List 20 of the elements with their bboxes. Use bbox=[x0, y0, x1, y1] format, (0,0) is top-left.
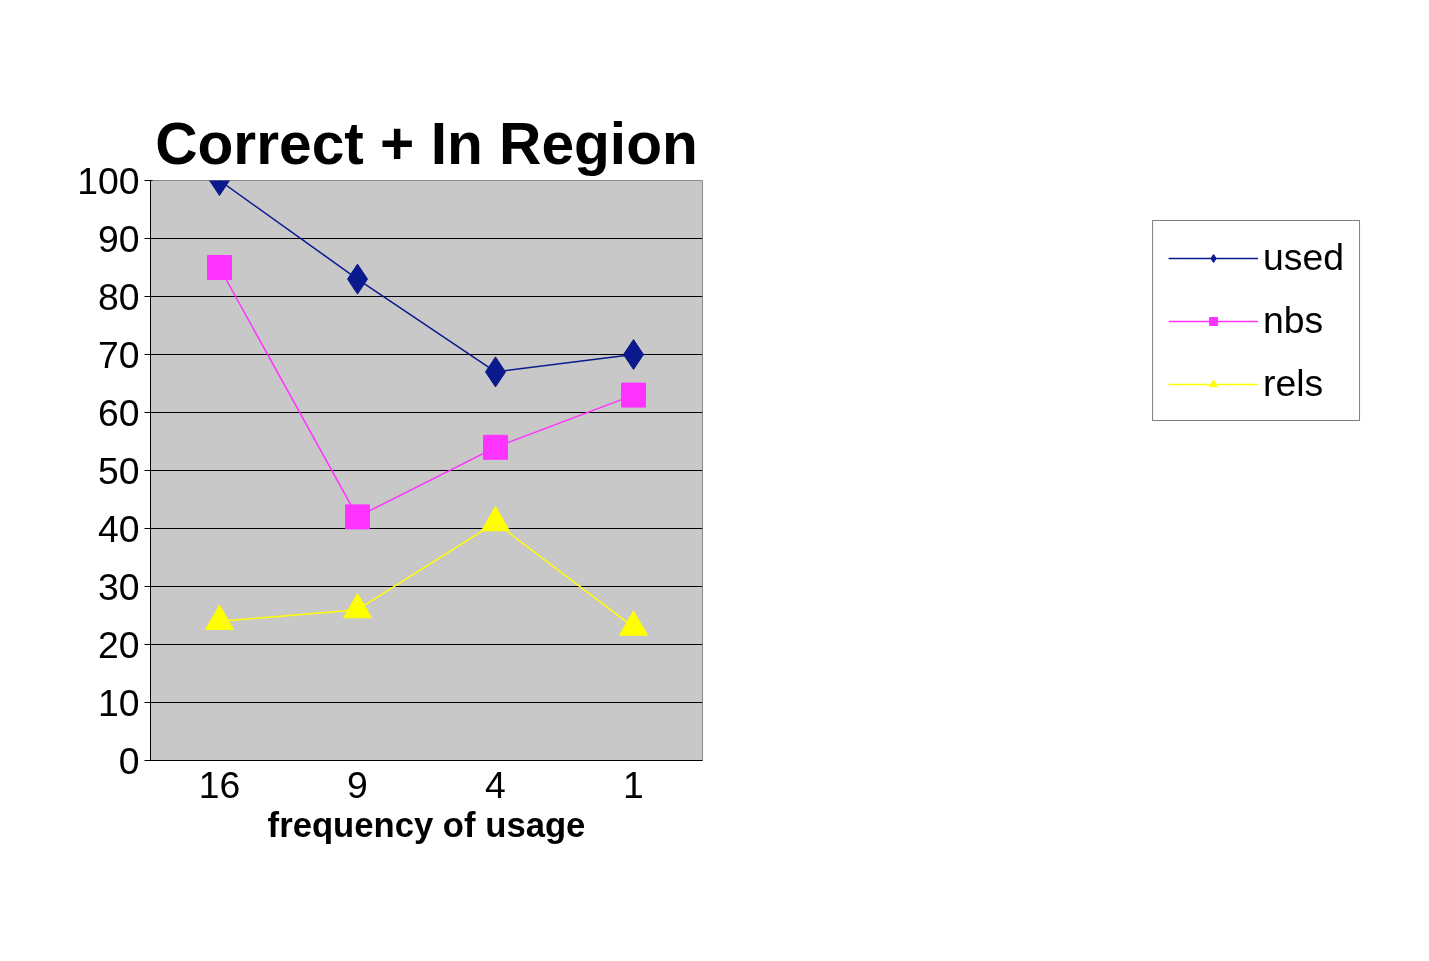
y-tick-label: 0 bbox=[118, 739, 140, 782]
legend-label: rels bbox=[1263, 362, 1324, 405]
y-tick-label: 100 bbox=[77, 159, 140, 202]
y-tick-label: 60 bbox=[97, 391, 140, 434]
y-tick-label: 70 bbox=[97, 333, 140, 376]
x-tick-label: 9 bbox=[347, 763, 368, 806]
y-tick-label: 40 bbox=[97, 507, 140, 550]
x-tick-label: 4 bbox=[485, 763, 506, 806]
y-tick-label: 90 bbox=[97, 217, 140, 260]
chart-title: Correct + In Region bbox=[155, 110, 698, 176]
legend-label: nbs bbox=[1263, 299, 1324, 342]
y-tick-label: 80 bbox=[97, 275, 140, 318]
y-tick-label: 20 bbox=[97, 623, 140, 666]
y-tick-label: 10 bbox=[97, 681, 140, 724]
y-tick-label: 50 bbox=[97, 449, 140, 492]
x-axis-title: frequency of usage bbox=[267, 805, 586, 844]
y-tick-label: 30 bbox=[97, 565, 140, 608]
x-tick-label: 1 bbox=[623, 763, 644, 806]
legend-label: used bbox=[1263, 236, 1344, 279]
x-tick-label: 16 bbox=[198, 763, 241, 806]
